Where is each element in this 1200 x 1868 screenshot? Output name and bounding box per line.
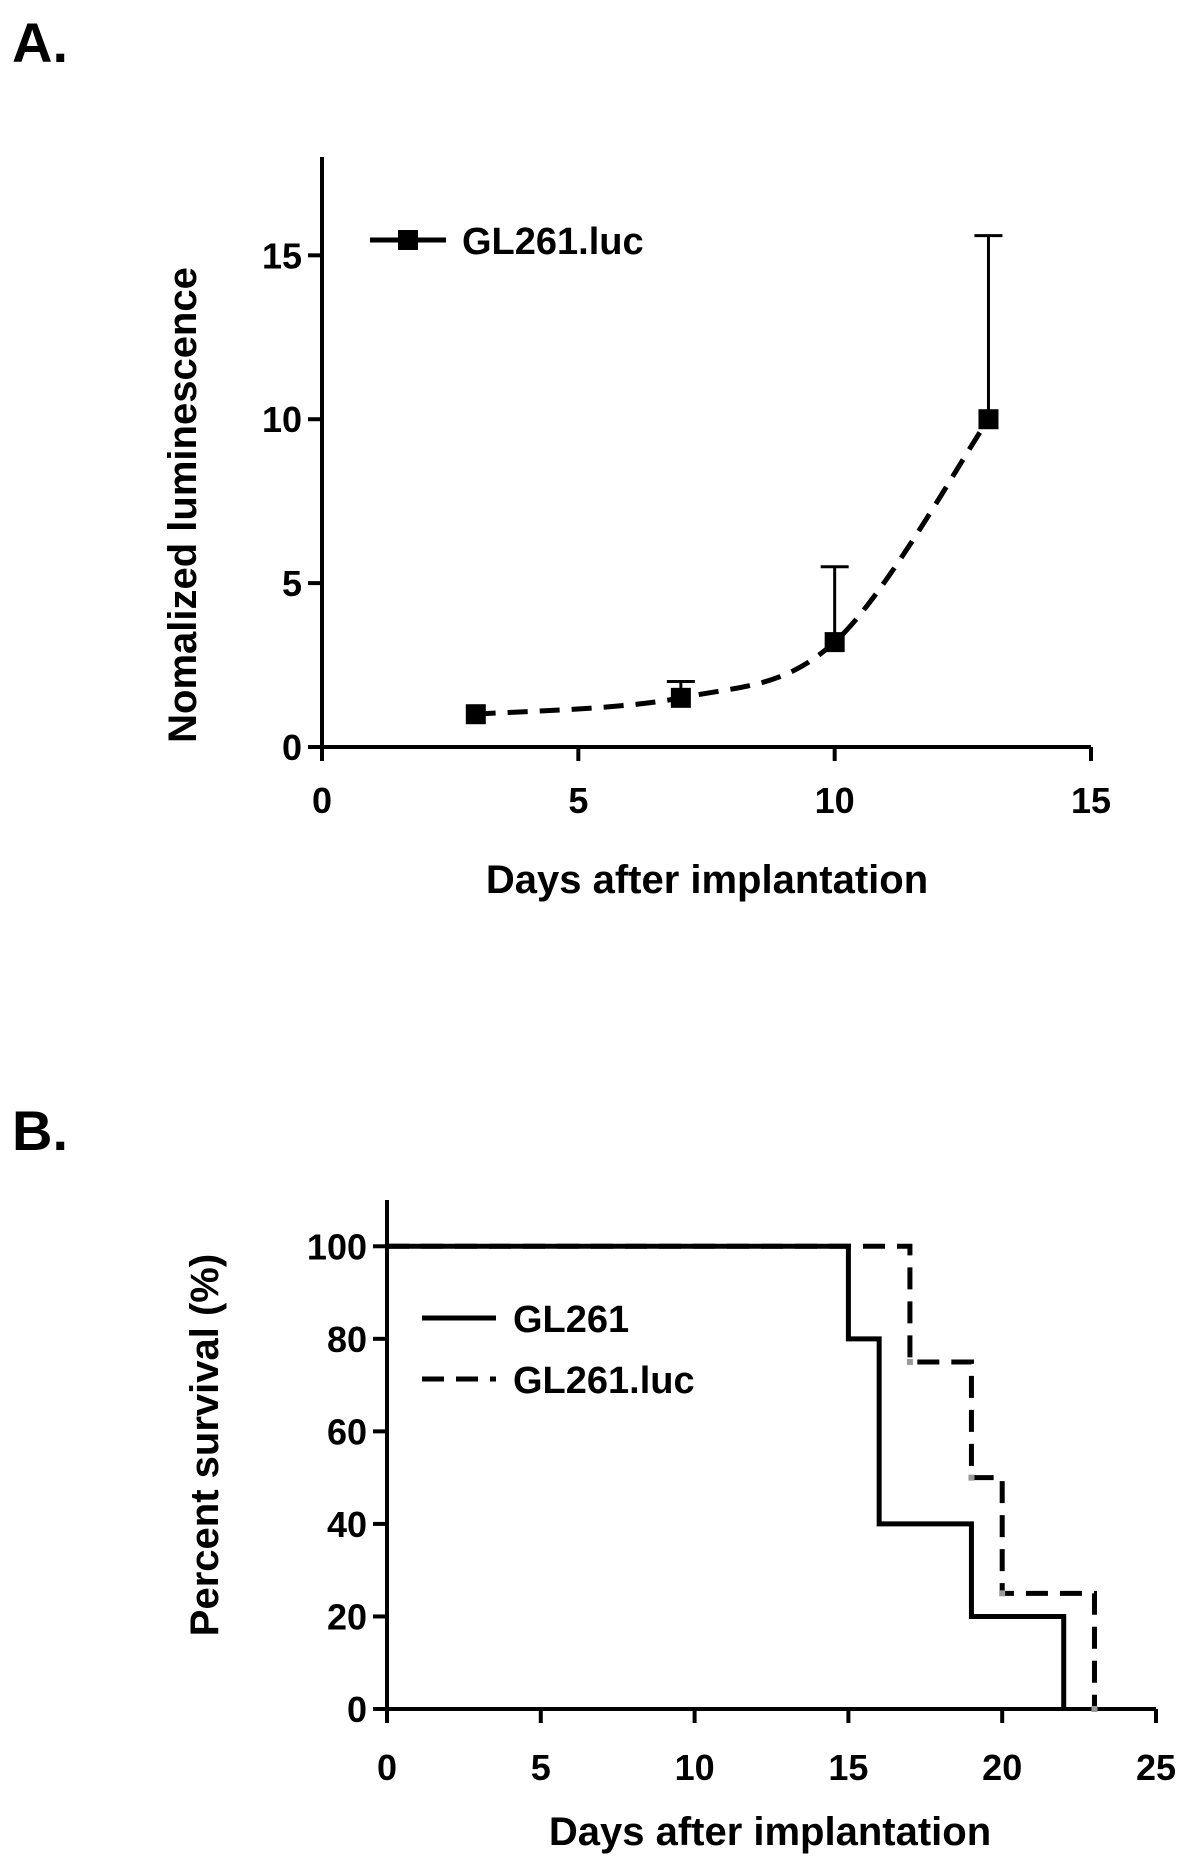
x-tick-label: 20: [982, 1747, 1022, 1788]
panel-b-axes: [373, 1200, 1156, 1723]
data-point-marker: [465, 704, 486, 725]
panel-b: B. 0 5 10 15 20 25 0 20 40 60 80 100 GL261 GL261.lu…: [12, 1099, 1176, 1854]
x-tick-label: 5: [531, 1747, 551, 1788]
x-tick-label: 15: [1071, 780, 1111, 821]
panel-b-ticks: 0 5 10 15 20 25 0 20 40 60 80 100: [307, 1226, 1176, 1788]
panel-b-y-axis-title: Percent survival (%): [183, 1254, 227, 1636]
y-tick-label: 20: [327, 1596, 367, 1637]
x-tick-label: 10: [815, 780, 855, 821]
panel-a-ticks: 0 5 10 15 0 5 10 15: [262, 235, 1111, 821]
y-tick-label: 0: [347, 1689, 367, 1730]
x-tick-label: 25: [1136, 1747, 1176, 1788]
panel-b-legend-label-1: GL261: [513, 1299, 629, 1341]
survival-step-marker: [1091, 1706, 1098, 1712]
panel-a-label: A.: [12, 11, 68, 74]
y-tick-label: 15: [262, 235, 302, 276]
panel-b-legend-label-2: GL261.luc: [513, 1360, 695, 1402]
y-tick-label: 10: [262, 399, 302, 440]
x-tick-label: 15: [828, 1747, 868, 1788]
x-tick-label: 0: [377, 1747, 397, 1788]
data-point-marker: [978, 409, 999, 430]
panel-a-y-axis-title: Nomalized luminescence: [161, 267, 205, 743]
survival-curve-gl261: [387, 1243, 1067, 1709]
panel-a-axes: [308, 157, 1091, 761]
y-tick-label: 40: [327, 1504, 367, 1545]
y-tick-label: 60: [327, 1411, 367, 1452]
x-tick-label: 5: [568, 780, 588, 821]
survival-step-marker: [968, 1474, 975, 1481]
panel-a-legend: GL261.luc: [370, 221, 644, 263]
panel-a-series: [465, 234, 1003, 725]
y-tick-label: 80: [327, 1319, 367, 1360]
panel-b-x-axis-title: Days after implantation: [549, 1810, 991, 1854]
y-tick-label: 5: [282, 563, 302, 604]
x-tick-label: 10: [675, 1747, 715, 1788]
panel-a: A. 0 5 10 15 0 5 10 15 GL261.luc Days after imp…: [12, 11, 1111, 902]
survival-step-marker: [999, 1590, 1006, 1597]
survival-curve-gl261-luc: [387, 1243, 1097, 1709]
series-line-gl261-luc: [475, 417, 991, 717]
y-tick-label: 100: [307, 1226, 367, 1267]
legend-marker-gl261-luc: [398, 230, 418, 250]
data-point-marker: [670, 687, 691, 708]
panel-a-x-axis-title: Days after implantation: [486, 858, 928, 902]
panel-b-label: B.: [12, 1099, 68, 1162]
y-tick-label: 0: [282, 727, 302, 768]
data-point-marker: [824, 632, 845, 653]
survival-step-marker: [906, 1358, 913, 1365]
x-tick-label: 0: [312, 780, 332, 821]
panel-b-series: [387, 1243, 1098, 1712]
panel-b-legend: GL261 GL261.luc: [422, 1299, 695, 1402]
panel-a-legend-label: GL261.luc: [462, 221, 644, 263]
